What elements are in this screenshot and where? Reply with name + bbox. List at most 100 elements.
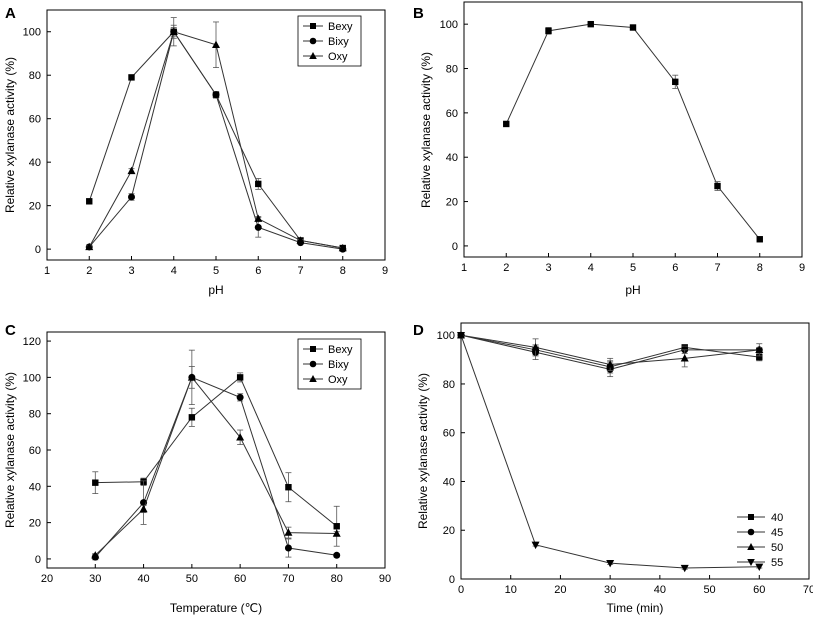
panel-b-ytick-label-1: 20: [446, 197, 458, 209]
panel-c-legend-label-oxy: Oxy: [328, 374, 348, 386]
panel-a-xtick-label-6: 7: [297, 265, 303, 277]
panel-d-label: D: [413, 322, 424, 339]
panel-c-series-2-line: [94, 376, 337, 556]
panel-a-series-2-point-0: [85, 242, 94, 251]
panel-a-series-1-point-1: [128, 193, 135, 201]
panel-d-ytick-label-1: 20: [443, 525, 455, 537]
panel-d-legend-label-40: 40: [771, 512, 783, 524]
panel-c-legend-marker-2: [309, 375, 317, 382]
panel-d-xlabel: Time (min): [607, 601, 664, 615]
panel-d-ytick-label-0: 0: [449, 574, 455, 586]
panel-c-series-0-point-0: [92, 479, 99, 486]
panel-d-series-2-point-2: [606, 360, 615, 368]
panel-c-series-0-point-4: [285, 484, 292, 491]
panel-d-xtick-label-6: 60: [753, 584, 765, 596]
panel-d-series-3-point-0: [457, 331, 465, 340]
panel-c-series-2-point-1: [139, 504, 148, 513]
panel-a-xtick-label-0: 1: [44, 265, 50, 277]
panel-d-xtick-label-4: 40: [654, 584, 666, 596]
panel-a-legend-label-bexy: Bexy: [328, 21, 353, 33]
panel-a-series-0-point-0: [86, 198, 93, 205]
panel-b-series-0-point-6: [756, 236, 763, 243]
panel-c-series-2-point-2: [187, 373, 196, 381]
panel-c-ytick-label-1: 20: [29, 518, 41, 530]
panel-c-ytick-label-6: 120: [23, 336, 41, 348]
panel-c-xtick-label-7: 90: [379, 573, 391, 585]
panel-b-xtick-label-1: 2: [503, 262, 509, 274]
panel-d-legend-label-50: 50: [771, 542, 783, 554]
panel-c-series-2-point-0: [91, 551, 100, 559]
panel-b-series-0-point-4: [672, 78, 679, 86]
panel-c-series-0-point-5: [333, 523, 340, 530]
panel-b-xtick-label-0: 1: [461, 262, 467, 274]
panel-c-xtick-label-5: 70: [282, 573, 294, 585]
panel-a-xtick-label-3: 4: [171, 265, 177, 277]
panel-d-series-3-point-4: [755, 563, 764, 572]
panel-a-legend-marker-1: [309, 37, 317, 45]
panel-d-xtick-label-0: 0: [458, 584, 464, 596]
panel-b-series-0-point-5: [714, 182, 721, 190]
panel-b-series-0-point-2: [587, 20, 594, 28]
panel-d-xtick-label-7: 70: [803, 584, 813, 596]
panel-c-legend: Bexy Bixy Oxy: [297, 338, 362, 390]
panel-d-ytick-label-5: 100: [437, 330, 455, 342]
panel-d-legend-marker-0: [748, 514, 754, 520]
panel-a-legend: Bexy Bixy Oxy: [297, 15, 362, 67]
panel-d-legend-marker-1: [747, 528, 755, 536]
panel-c-xtick-label-3: 50: [186, 573, 198, 585]
panel-a-series-1-point-3: [212, 91, 220, 99]
panel-d-ytick-label-3: 60: [443, 428, 455, 440]
panel-a-legend-marker-2: [309, 52, 317, 59]
panel-c-legend-marker-0: [310, 346, 316, 352]
panel-c-legend-label-bixy: Bixy: [328, 359, 349, 371]
panel-c-ytick-label-3: 60: [29, 445, 41, 457]
panel-d-xtick-label-1: 10: [505, 584, 517, 596]
panel-a-ylabel: Relative xylanase activity (%): [3, 57, 17, 213]
panel-a-xtick-label-1: 2: [86, 265, 92, 277]
panel-c-series-2-point-3: [236, 433, 245, 441]
panel-c-series-2-point-5: [332, 529, 341, 537]
panel-c-series-2-point-4: [284, 528, 293, 536]
panel-a-series-0-point-4: [255, 180, 262, 188]
panel-a-ytick-label-0: 0: [35, 244, 41, 256]
panel-c-series-1-point-3: [236, 393, 244, 401]
panel-c-ylabel: Relative xylanase activity (%): [3, 372, 17, 528]
panel-a: A 1 2 3 4 5 6 7 8 9 0 20 40 60 80 100 pH Relative xyla…: [3, 5, 388, 297]
panel-a-legend-label-oxy: Oxy: [328, 51, 348, 63]
panel-a-series-0-point-1: [128, 74, 135, 81]
panel-a-ytick-label-5: 100: [23, 27, 41, 39]
panel-b-series-0-point-1: [545, 27, 552, 35]
panel-d-xtick-label-3: 30: [604, 584, 616, 596]
panel-a-xlabel: pH: [208, 283, 223, 297]
panel-d-ylabel: Relative xylanase activity (%): [416, 373, 430, 529]
panel-c-xtick-label-6: 80: [331, 573, 343, 585]
panel-a-xtick-label-4: 5: [213, 265, 219, 277]
panel-c-ytick-label-2: 40: [29, 481, 41, 493]
panel-c-ytick-label-4: 80: [29, 409, 41, 421]
panel-d-ytick-label-2: 40: [443, 476, 455, 488]
panel-a-ytick-label-4: 80: [29, 70, 41, 82]
panel-a-xtick-label-2: 3: [128, 265, 134, 277]
panel-a-series-2-point-2: [169, 27, 178, 35]
panel-c-xtick-label-1: 30: [89, 573, 101, 585]
panel-c-xtick-label-4: 60: [234, 573, 246, 585]
panel-a-series-2-point-4: [254, 214, 263, 222]
panel-b-xtick-label-7: 8: [757, 262, 763, 274]
panel-b-xtick-label-5: 6: [672, 262, 678, 274]
panel-d: D 0 10 20 30 40 50 60 70 0 20 40 60 80 100 Time (min)…: [413, 322, 813, 615]
panel-d-series-3-point-1: [531, 541, 540, 550]
panel-a-ytick-label-2: 40: [29, 157, 41, 169]
panel-a-xtick-label-5: 6: [255, 265, 261, 277]
panel-b-xtick-label-3: 4: [588, 262, 594, 274]
panel-a-xtick-label-8: 9: [382, 265, 388, 277]
panel-a-series-2-point-3: [212, 40, 220, 48]
panel-d-xtick-label-5: 50: [703, 584, 715, 596]
panel-d-series-2-point-4: [755, 345, 764, 354]
panel-c-series-0-point-2: [188, 414, 196, 421]
panel-c-xlabel: Temperature (℃): [170, 601, 262, 615]
panel-b-frame: [463, 1, 803, 258]
panel-d-legend-label-45: 45: [771, 527, 783, 539]
panel-b-ylabel: Relative xylanase activity (%): [419, 52, 433, 208]
